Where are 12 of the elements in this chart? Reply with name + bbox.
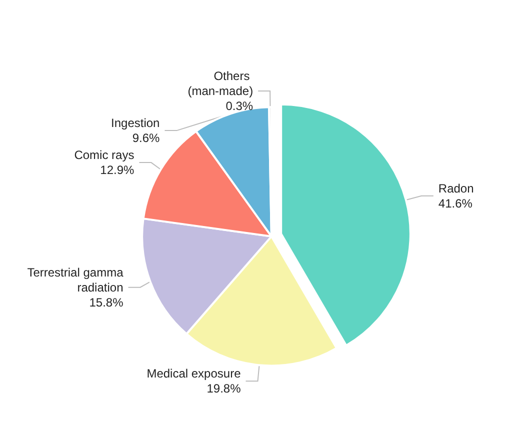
data-label: 19.8% bbox=[206, 382, 242, 396]
data-label: 41.6% bbox=[438, 196, 473, 210]
slice-label: Terrestrial gamma radiation bbox=[27, 265, 124, 294]
data-label: 12.9% bbox=[100, 163, 135, 178]
data-label: 15.8% bbox=[89, 295, 124, 310]
slice-label: Ingestion bbox=[111, 116, 160, 130]
slice-label: Others (man-made) bbox=[188, 69, 254, 98]
slice-label: Radon bbox=[438, 181, 474, 196]
slice-label: Comic rays bbox=[74, 148, 134, 162]
slice-label: Medical exposure bbox=[146, 366, 242, 381]
data-label: 9.6% bbox=[132, 131, 160, 146]
data-label: 0.3% bbox=[226, 99, 254, 114]
